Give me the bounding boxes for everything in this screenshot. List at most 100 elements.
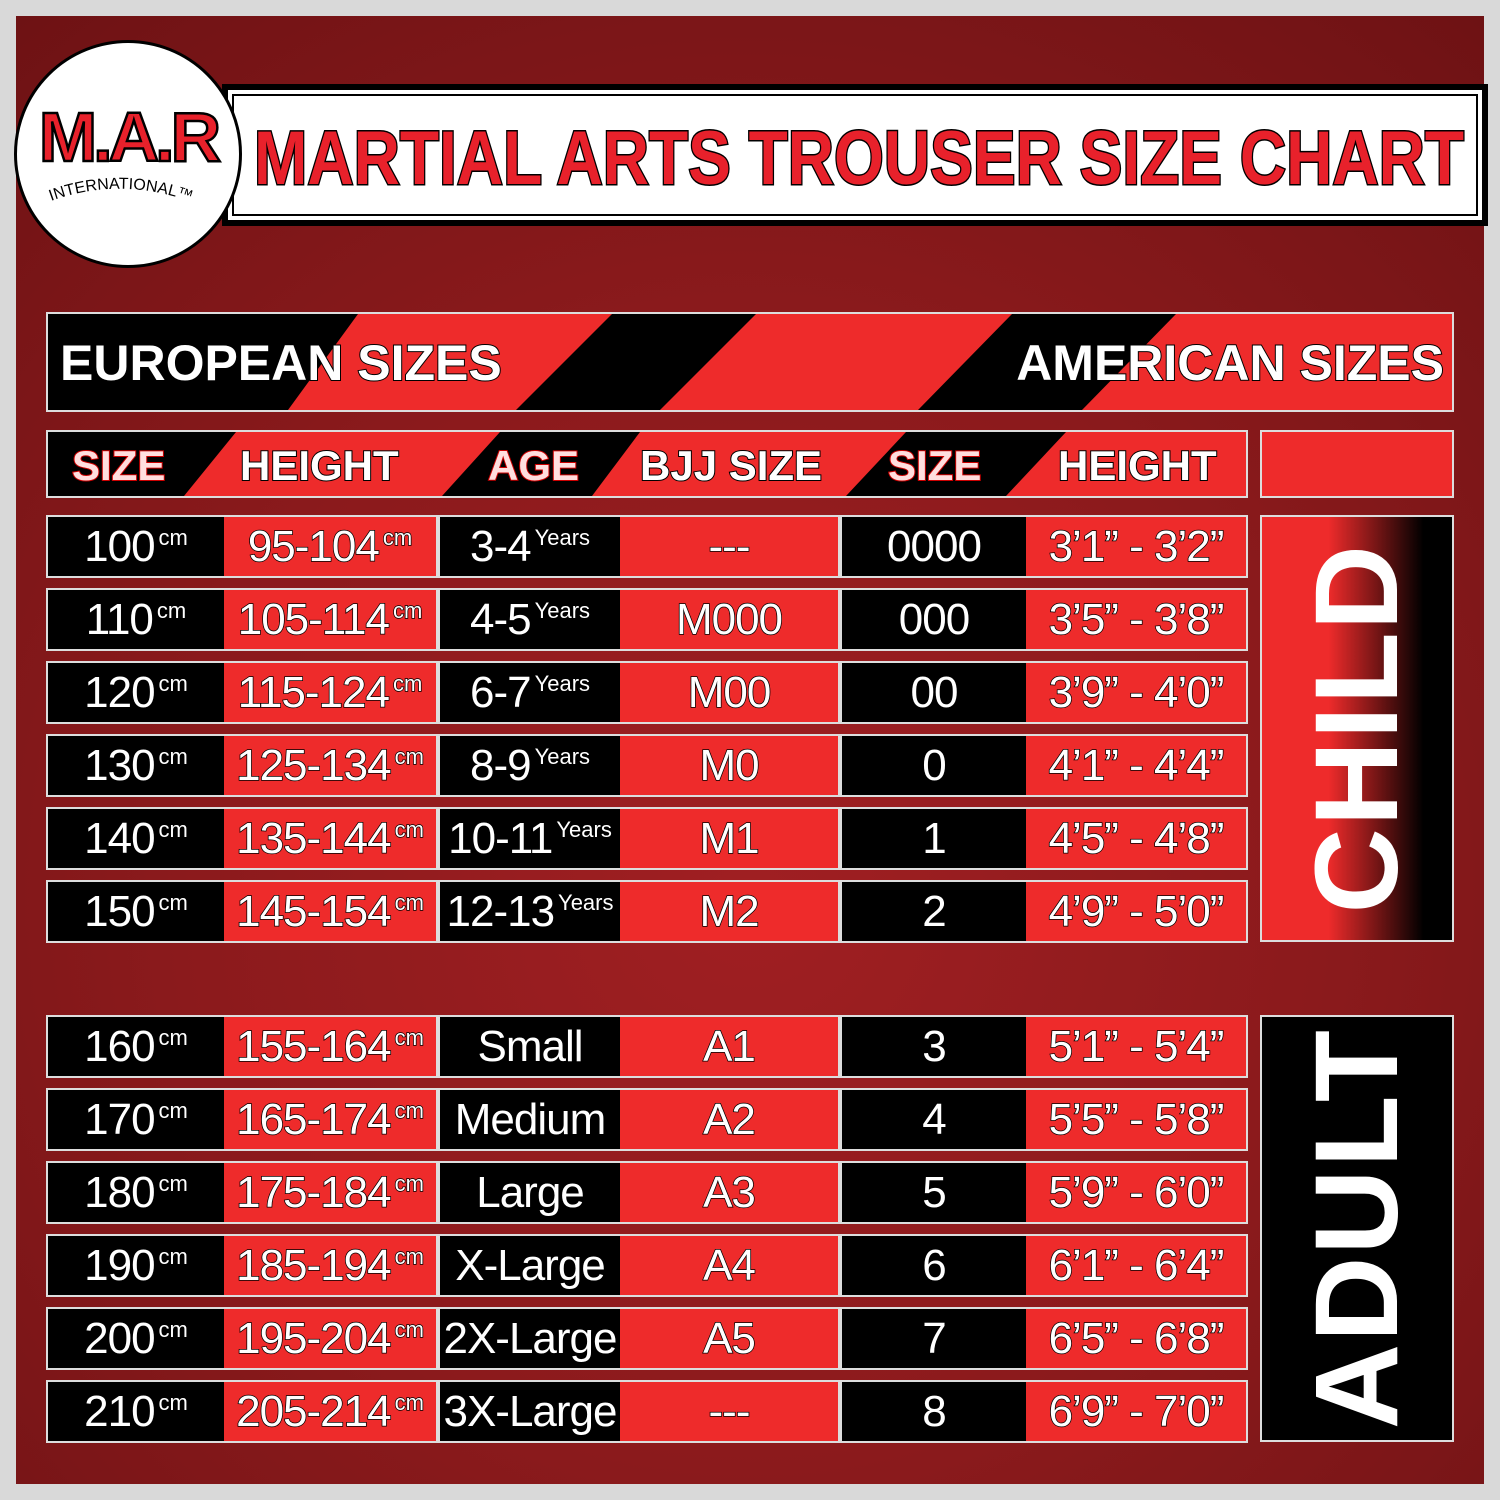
unit-cm: cm [158, 1244, 188, 1269]
unit-cm: cm [394, 1098, 425, 1123]
age-value: Small [477, 1021, 583, 1071]
table-row: 110 cm 105-114 cm 4-5 Years M000 000 3’5” - 3’8” [46, 588, 1248, 651]
eu-height-value: 95-104 [247, 521, 381, 571]
unit-cm: cm [156, 598, 187, 623]
us-group: 6 6’1” - 6’4” [840, 1234, 1248, 1297]
us-size-cell: 3 [842, 1017, 1026, 1076]
header-age: AGE [487, 441, 580, 490]
unit-cm: cm [158, 1317, 188, 1342]
us-group: 4 5’5” - 5’8” [840, 1088, 1248, 1151]
us-group: 0000 3’1” - 3’2” [840, 515, 1248, 578]
us-group: 8 6’9” - 7’0” [840, 1380, 1248, 1443]
eu-height-value: 185-194 [235, 1240, 392, 1290]
eu-height-cell: 165-174 cm [224, 1090, 436, 1149]
eu-size-group: 170 cm 165-174 cm [46, 1088, 438, 1151]
table-row: 190 cm 185-194 cm X-Large A4 6 6’1” - 6’4” [46, 1234, 1248, 1297]
eu-size-group: 180 cm 175-184 cm [46, 1161, 438, 1224]
bjj-size-value: M2 [699, 886, 761, 936]
age-value: 4-5 [469, 594, 532, 644]
age-bjj-group: Small A1 [438, 1015, 840, 1078]
us-height-value: 6’5” - 6’8” [1048, 1313, 1225, 1363]
age-bjj-group: Large A3 [438, 1161, 840, 1224]
unit-years: Years [534, 671, 591, 696]
eu-size-cell: 160 cm [48, 1017, 224, 1076]
unit-cm: cm [394, 1025, 425, 1050]
us-size-value: 7 [922, 1313, 947, 1363]
unit-years: Years [558, 890, 614, 915]
us-height-value: 6’1” - 6’4” [1048, 1240, 1225, 1290]
bjj-size-value: --- [708, 521, 751, 571]
us-group: 2 4’9” - 5’0” [840, 880, 1248, 943]
eu-height-cell: 145-154 cm [224, 882, 436, 941]
eu-size-group: 100 cm 95-104 cm [46, 515, 438, 578]
svg-text:M.A.R: M.A.R [39, 98, 221, 176]
bjj-size-value: M00 [687, 667, 772, 717]
us-height-cell: 4’9” - 5’0” [1026, 882, 1246, 941]
eu-size-group: 210 cm 205-214 cm [46, 1380, 438, 1443]
eu-size-value: 160 [84, 1021, 155, 1071]
eu-size-value: 140 [84, 813, 155, 863]
age-cell: Small [440, 1017, 620, 1076]
us-size-cell: 0000 [842, 517, 1026, 576]
us-size-cell: 7 [842, 1309, 1026, 1368]
age-value: 3X-Large [443, 1386, 617, 1436]
age-bjj-group: 3-4 Years --- [438, 515, 840, 578]
eu-height-cell: 125-134 cm [224, 736, 436, 795]
eu-height-value: 165-174 [235, 1094, 392, 1144]
us-size-cell: 4 [842, 1090, 1026, 1149]
adult-label: ADULT [1291, 1027, 1423, 1430]
unit-cm: cm [158, 1098, 188, 1123]
age-bjj-group: 2X-Large A5 [438, 1307, 840, 1370]
us-height-cell: 5’1” - 5’4” [1026, 1017, 1246, 1076]
header-bjj-size: BJJ SIZE [639, 441, 823, 490]
us-height-cell: 4’5” - 4’8” [1026, 809, 1246, 868]
bjj-size-value: A2 [702, 1094, 756, 1144]
eu-size-group: 150 cm 145-154 cm [46, 880, 438, 943]
eu-height-cell: 135-144 cm [224, 809, 436, 868]
table-row: 100 cm 95-104 cm 3-4 Years --- 0000 3’1” - 3’2” [46, 515, 1248, 578]
eu-size-cell: 140 cm [48, 809, 224, 868]
eu-size-value: 200 [84, 1313, 155, 1363]
eu-size-group: 160 cm 155-164 cm [46, 1015, 438, 1078]
age-cell: 3-4 Years [440, 517, 620, 576]
eu-size-cell: 170 cm [48, 1090, 224, 1149]
child-section-label: CHILD [1260, 515, 1454, 942]
bjj-size-cell: M2 [620, 882, 838, 941]
unit-cm: cm [158, 817, 188, 842]
us-height-value: 6’9” - 7’0” [1048, 1386, 1225, 1436]
age-cell: 6-7 Years [440, 663, 620, 722]
eu-height-value: 175-184 [235, 1167, 392, 1217]
eu-height-cell: 195-204 cm [224, 1309, 436, 1368]
eu-height-value: 125-134 [235, 740, 392, 790]
unit-cm: cm [158, 525, 188, 550]
table-row: 160 cm 155-164 cm Small A1 3 5’1” - 5’4” [46, 1015, 1248, 1078]
bjj-size-value: M000 [675, 594, 784, 644]
eu-height-cell: 205-214 cm [224, 1382, 436, 1441]
page-title: MARTIAL ARTS TROUSER SIZE CHART [254, 116, 1464, 201]
eu-size-group: 190 cm 185-194 cm [46, 1234, 438, 1297]
bjj-size-value: A3 [702, 1167, 756, 1217]
unit-years: Years [534, 525, 591, 550]
us-size-value: 8 [922, 1386, 947, 1436]
us-size-value: 0 [922, 740, 947, 790]
eu-size-group: 140 cm 135-144 cm [46, 807, 438, 870]
table-row: 150 cm 145-154 cm 12-13 Years M2 2 4’9” - 5’0” [46, 880, 1248, 943]
unit-cm: cm [158, 1025, 188, 1050]
eu-height-value: 155-164 [235, 1021, 392, 1071]
us-size-cell: 1 [842, 809, 1026, 868]
us-size-cell: 5 [842, 1163, 1026, 1222]
eu-size-value: 180 [84, 1167, 155, 1217]
us-height-cell: 6’9” - 7’0” [1026, 1382, 1246, 1441]
us-group: 3 5’1” - 5’4” [840, 1015, 1248, 1078]
us-size-value: 5 [922, 1167, 947, 1217]
bjj-size-cell: A1 [620, 1017, 838, 1076]
bjj-size-cell: A3 [620, 1163, 838, 1222]
age-value: 8-9 [469, 740, 532, 790]
child-label: CHILD [1291, 543, 1423, 914]
us-group: 5 5’9” - 6’0” [840, 1161, 1248, 1224]
us-size-cell: 8 [842, 1382, 1026, 1441]
bjj-size-cell: --- [620, 1382, 838, 1441]
age-bjj-group: 12-13 Years M2 [438, 880, 840, 943]
eu-height-cell: 115-124 cm [224, 663, 436, 722]
unit-cm: cm [158, 671, 188, 696]
